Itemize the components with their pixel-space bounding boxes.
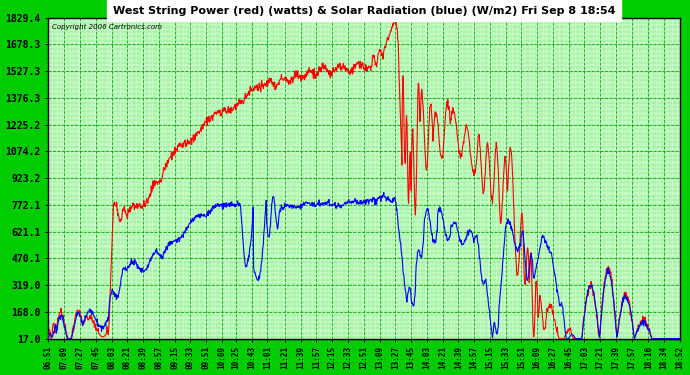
Text: Copyright 2006 Cartronics.com: Copyright 2006 Cartronics.com bbox=[52, 24, 161, 30]
Title: West String Power (red) (watts) & Solar Radiation (blue) (W/m2) Fri Sep 8 18:54: West String Power (red) (watts) & Solar … bbox=[113, 6, 615, 15]
